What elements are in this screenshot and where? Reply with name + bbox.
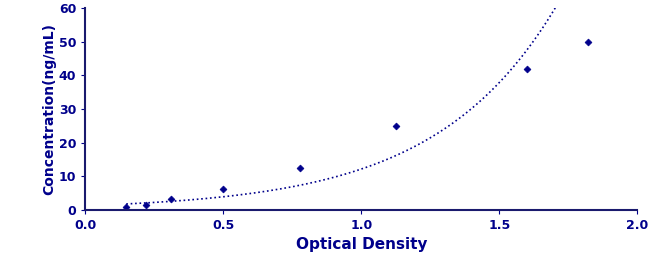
- X-axis label: Optical Density: Optical Density: [296, 238, 427, 252]
- Y-axis label: Concentration(ng/mL): Concentration(ng/mL): [42, 23, 56, 195]
